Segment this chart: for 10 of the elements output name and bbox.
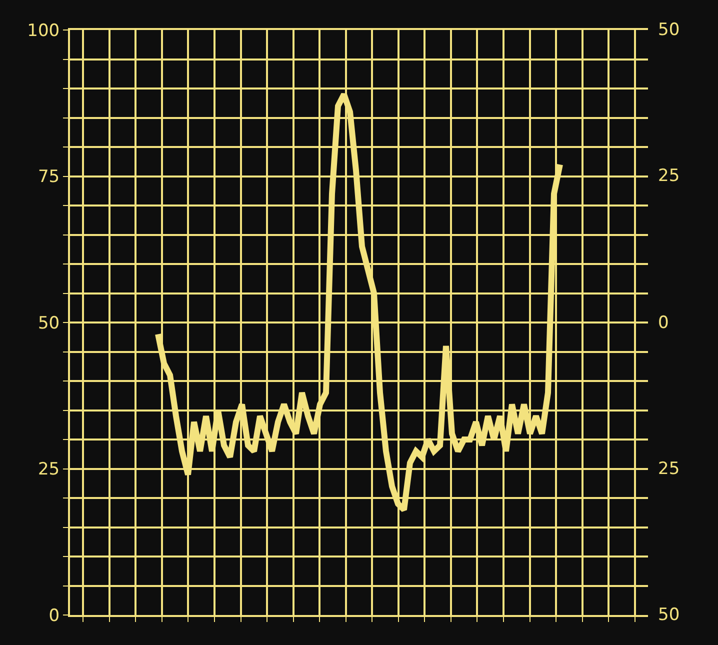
text: 50	[658, 20, 680, 40]
y-tick-label: 0	[48, 606, 60, 626]
text: 0	[658, 313, 669, 333]
y-tick-label: 50	[38, 313, 60, 334]
y-tick-label: 25	[38, 460, 60, 480]
text: 25	[658, 166, 680, 186]
y-tick-label: 75	[38, 167, 60, 188]
text: 25	[658, 459, 680, 479]
text: 50	[658, 605, 680, 625]
y-tick-label: 100	[27, 20, 60, 41]
